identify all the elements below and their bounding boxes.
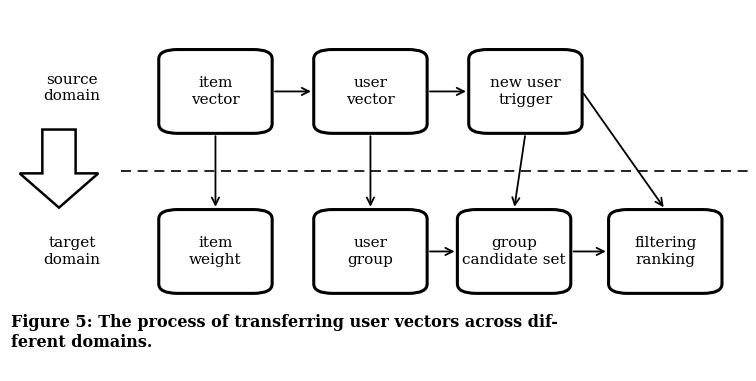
Text: filtering
ranking: filtering ranking <box>634 236 696 267</box>
FancyBboxPatch shape <box>159 50 272 133</box>
FancyBboxPatch shape <box>314 50 427 133</box>
Text: target
domain: target domain <box>43 236 101 267</box>
FancyBboxPatch shape <box>314 210 427 293</box>
FancyBboxPatch shape <box>609 210 722 293</box>
Text: item
vector: item vector <box>191 76 240 107</box>
Text: Figure 5: The process of transferring user vectors across dif-
ferent domains.: Figure 5: The process of transferring us… <box>11 314 558 351</box>
Polygon shape <box>20 130 98 208</box>
Text: source
domain: source domain <box>43 72 101 103</box>
Text: item
weight: item weight <box>189 236 242 267</box>
FancyBboxPatch shape <box>469 50 582 133</box>
Text: user
vector: user vector <box>346 76 395 107</box>
Text: new user
trigger: new user trigger <box>490 76 561 107</box>
Text: group
candidate set: group candidate set <box>462 236 566 267</box>
FancyBboxPatch shape <box>457 210 571 293</box>
FancyBboxPatch shape <box>159 210 272 293</box>
Text: user
group: user group <box>348 236 393 267</box>
